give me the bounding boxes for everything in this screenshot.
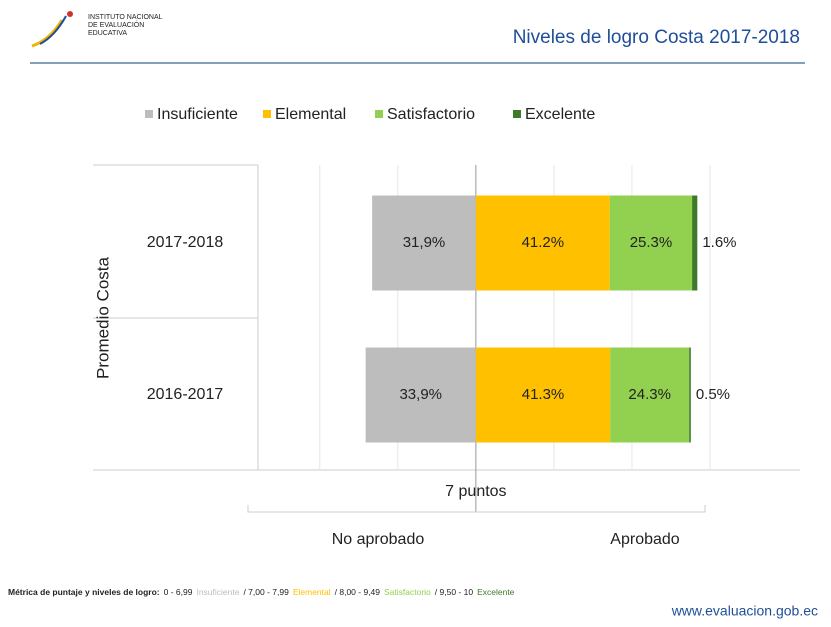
footer-level: Elemental bbox=[293, 587, 331, 597]
side-label: No aprobado bbox=[332, 531, 425, 548]
legend-label: Insuficiente bbox=[157, 106, 238, 123]
y-tick-label: 2016-2017 bbox=[147, 386, 224, 403]
footer-metric: Métrica de puntaje y niveles de logro: 0 … bbox=[8, 587, 515, 597]
logo: INSTITUTO NACIONAL DE EVALUACIÓN EDUCATI… bbox=[31, 11, 163, 48]
data-label: 33,9% bbox=[399, 386, 442, 403]
logo-text: INSTITUTO NACIONAL bbox=[88, 14, 163, 21]
data-label: 31,9% bbox=[403, 234, 446, 251]
group-label: Promedio Costa bbox=[93, 257, 112, 379]
footer-url: www.evaluacion.gob.ec bbox=[671, 603, 818, 619]
footer-level: Insuficiente bbox=[196, 587, 239, 597]
data-label: 1.6% bbox=[702, 234, 736, 251]
logo-swoosh bbox=[31, 19, 64, 48]
y-tick-label: 2017-2018 bbox=[147, 234, 224, 251]
bar bbox=[692, 195, 698, 291]
footer-range: / 9,50 - 10 bbox=[435, 587, 474, 597]
data-label: 41.2% bbox=[522, 234, 565, 251]
legend-swatch bbox=[513, 110, 521, 118]
footer-range: / 7,00 - 7,99 bbox=[243, 587, 289, 597]
bar bbox=[475, 195, 610, 291]
logo-dot bbox=[67, 11, 73, 17]
bracket bbox=[247, 505, 706, 513]
legend-swatch bbox=[145, 110, 153, 118]
chart: Insuficiente Elemental Satisfactorio Excele… bbox=[93, 106, 800, 548]
footer-label: Métrica de puntaje y niveles de logro: bbox=[8, 587, 160, 597]
data-label: 41.3% bbox=[522, 386, 565, 403]
legend-label: Satisfactorio bbox=[387, 106, 475, 123]
bar bbox=[372, 195, 476, 291]
data-label: 24.3% bbox=[628, 386, 671, 403]
legend-swatch bbox=[263, 110, 271, 118]
data-label: 0.5% bbox=[696, 386, 730, 403]
bar bbox=[610, 347, 690, 443]
logo-swoosh bbox=[39, 15, 67, 45]
bar bbox=[609, 195, 693, 291]
threshold-label: 7 puntos bbox=[445, 483, 506, 500]
footer-range: / 8,00 - 9,49 bbox=[335, 587, 381, 597]
footer-level: Excelente bbox=[477, 587, 515, 597]
data-label: 25.3% bbox=[630, 234, 673, 251]
footer-range: 0 - 6,99 bbox=[164, 587, 193, 597]
chart-title: Niveles de logro Costa 2017-2018 bbox=[513, 27, 800, 48]
bar bbox=[475, 347, 611, 443]
bar bbox=[365, 347, 476, 443]
legend-label: Elemental bbox=[275, 106, 346, 123]
logo-text: EDUCATIVA bbox=[88, 30, 127, 37]
footer-level: Satisfactorio bbox=[384, 587, 431, 597]
legend-label: Excelente bbox=[525, 106, 595, 123]
bar bbox=[689, 347, 691, 443]
logo-text: DE EVALUACIÓN bbox=[88, 20, 144, 29]
legend-swatch bbox=[375, 110, 383, 118]
side-label: Aprobado bbox=[610, 531, 679, 548]
